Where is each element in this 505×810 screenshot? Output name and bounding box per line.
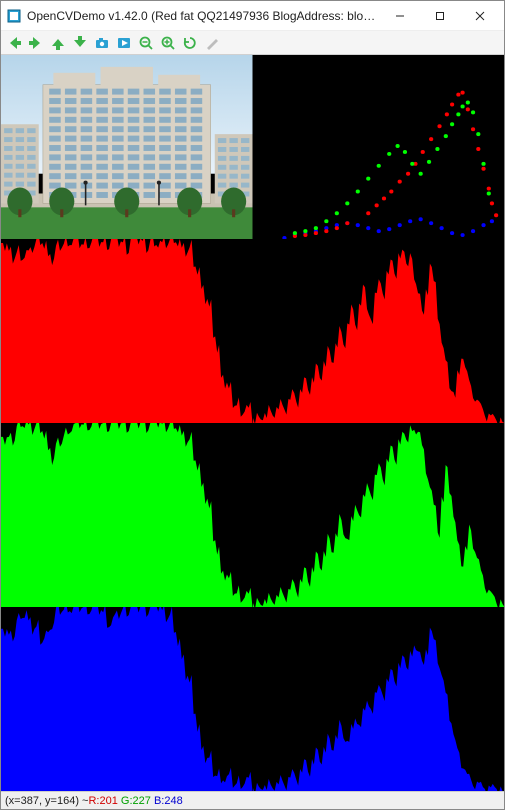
red-waveform-left [1, 239, 253, 423]
content-area [1, 55, 504, 791]
scatter-panel [253, 55, 505, 239]
window-controls [380, 2, 500, 30]
blue-waveform-left [1, 607, 253, 791]
arrow-left-icon[interactable] [5, 34, 23, 52]
close-button[interactable] [460, 2, 500, 30]
camera-icon[interactable] [93, 34, 111, 52]
titlebar: OpenCVDemo v1.42.0 (Red fat QQ21497936 B… [1, 1, 504, 31]
status-coords: (x=387, y=164) ~ [5, 795, 88, 807]
green-waveform-left [1, 423, 253, 607]
play-icon[interactable] [115, 34, 133, 52]
image-panel [1, 55, 253, 239]
arrow-up-icon[interactable] [49, 34, 67, 52]
zoom-in-icon[interactable] [159, 34, 177, 52]
arrow-down-icon[interactable] [71, 34, 89, 52]
status-r: R:201 [88, 795, 117, 807]
app-icon [7, 9, 21, 23]
green-histogram-right [253, 423, 505, 607]
reset-icon[interactable] [181, 34, 199, 52]
red-histogram-right [253, 239, 505, 423]
arrow-right-icon[interactable] [27, 34, 45, 52]
window-title: OpenCVDemo v1.42.0 (Red fat QQ21497936 B… [27, 9, 380, 23]
blue-histogram-right [253, 607, 505, 791]
status-b: B:248 [154, 795, 183, 807]
toolbar [1, 31, 504, 55]
maximize-button[interactable] [420, 2, 460, 30]
zoom-out-icon[interactable] [137, 34, 155, 52]
minimize-button[interactable] [380, 2, 420, 30]
status-g: G:227 [121, 795, 151, 807]
brush-icon[interactable] [203, 34, 221, 52]
statusbar: (x=387, y=164) ~ R:201 G:227 B:248 [1, 791, 504, 809]
